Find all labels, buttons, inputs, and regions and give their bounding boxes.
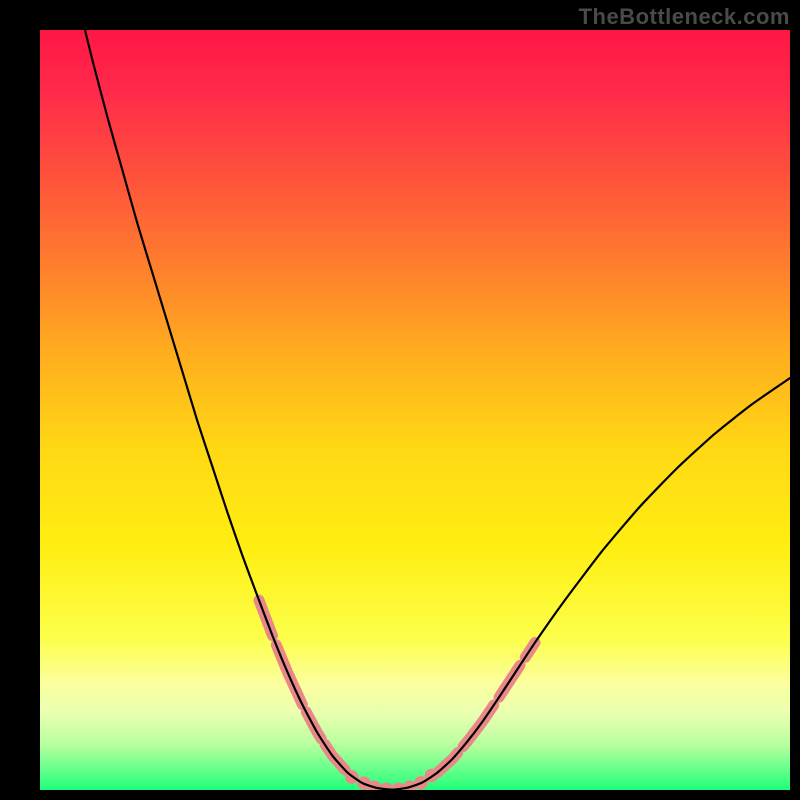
gradient-background	[40, 30, 790, 790]
plot-area	[40, 30, 790, 790]
plot-svg	[40, 30, 790, 790]
watermark-text: TheBottleneck.com	[579, 4, 790, 30]
